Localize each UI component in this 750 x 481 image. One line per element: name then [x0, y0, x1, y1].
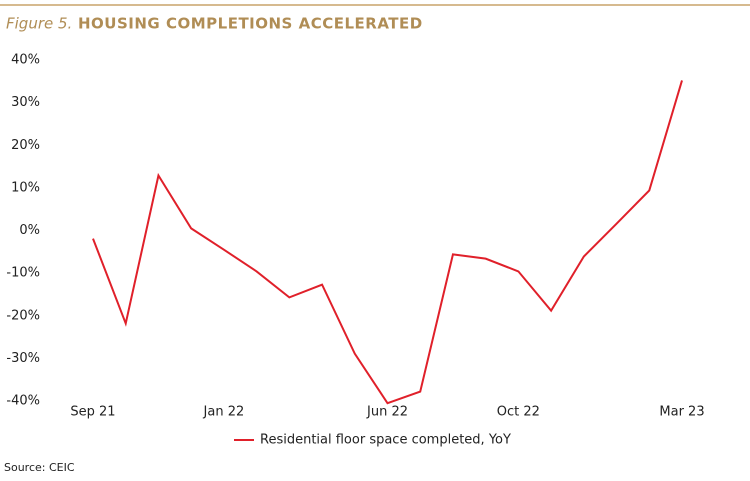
- chart-title: HOUSING COMPLETIONS ACCELERATED: [78, 15, 423, 33]
- y-tick-label: -10%: [6, 266, 40, 281]
- y-tick-label: 40%: [11, 53, 40, 68]
- x-tick-label: Jun 22: [366, 405, 408, 420]
- legend-label: Residential floor space completed, YoY: [260, 433, 511, 448]
- source: Source: CEIC: [4, 461, 75, 474]
- y-tick-label: 30%: [11, 95, 40, 110]
- y-tick-label: 0%: [19, 223, 40, 238]
- y-tick-label: 20%: [11, 138, 40, 153]
- y-tick-label: 10%: [11, 180, 40, 195]
- line: [92, 80, 683, 405]
- figure-label: Figure 5.: [6, 15, 72, 33]
- x-tick-label: Mar 23: [659, 405, 704, 420]
- y-tick-label: -40%: [6, 394, 40, 409]
- y-tick-label: -30%: [6, 351, 40, 366]
- y-tick-label: -20%: [6, 308, 40, 323]
- x-tick-label: Oct 22: [497, 405, 540, 420]
- x-tick-label: Sep 21: [70, 405, 115, 420]
- x-tick-label: Jan 22: [203, 405, 245, 420]
